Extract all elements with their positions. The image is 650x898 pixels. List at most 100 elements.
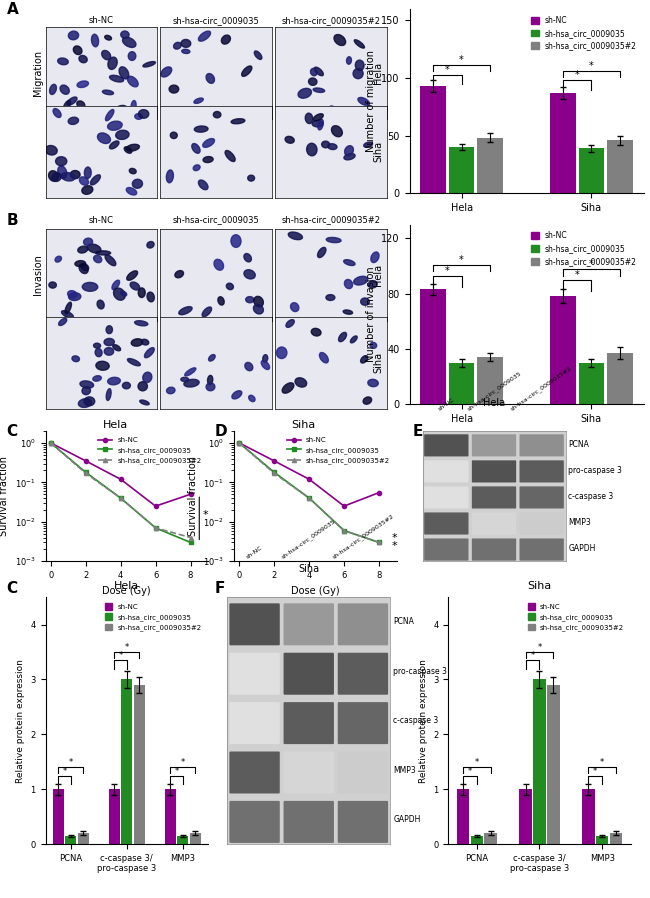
Ellipse shape — [182, 49, 190, 54]
Text: MMP3: MMP3 — [568, 517, 591, 527]
Ellipse shape — [194, 126, 208, 132]
Text: *: * — [575, 269, 580, 280]
Text: Siha: Siha — [374, 352, 383, 374]
Ellipse shape — [56, 156, 67, 166]
Ellipse shape — [213, 111, 221, 118]
FancyBboxPatch shape — [229, 752, 280, 794]
Text: pro-caspase 3: pro-caspase 3 — [568, 465, 622, 475]
Ellipse shape — [238, 109, 249, 117]
Ellipse shape — [68, 31, 79, 40]
sh-hsa_circ_0009035 — [187, 537, 194, 548]
Ellipse shape — [65, 303, 72, 313]
Bar — [177, 836, 188, 844]
Ellipse shape — [138, 382, 148, 391]
Text: pro-caspase 3: pro-caspase 3 — [393, 666, 447, 676]
Bar — [578, 363, 604, 404]
Ellipse shape — [174, 42, 181, 49]
Bar — [607, 353, 633, 404]
Ellipse shape — [68, 118, 79, 125]
Ellipse shape — [84, 397, 95, 406]
FancyBboxPatch shape — [338, 801, 388, 843]
FancyBboxPatch shape — [229, 603, 280, 646]
Ellipse shape — [127, 76, 138, 87]
Ellipse shape — [114, 288, 125, 300]
Y-axis label: Number of invasion: Number of invasion — [366, 267, 376, 362]
Ellipse shape — [202, 307, 212, 317]
Ellipse shape — [358, 98, 369, 105]
Text: sh-hsa-circ_0009035#2: sh-hsa-circ_0009035#2 — [331, 513, 395, 560]
Ellipse shape — [49, 171, 58, 181]
Ellipse shape — [371, 252, 379, 262]
Legend: sh-NC, sh-hsa_circ_0009035, sh-hsa_circ_0009035#2: sh-NC, sh-hsa_circ_0009035, sh-hsa_circ_… — [528, 228, 640, 269]
Text: *: * — [593, 767, 597, 776]
Ellipse shape — [147, 242, 154, 248]
Ellipse shape — [46, 145, 57, 155]
sh-NC — [82, 455, 90, 466]
Line: sh-hsa_circ_0009035: sh-hsa_circ_0009035 — [49, 441, 192, 544]
Ellipse shape — [140, 400, 150, 405]
FancyBboxPatch shape — [519, 539, 564, 560]
Ellipse shape — [105, 108, 115, 118]
FancyBboxPatch shape — [472, 513, 516, 534]
sh-NC — [117, 474, 125, 485]
Ellipse shape — [276, 347, 287, 358]
Ellipse shape — [122, 37, 136, 48]
Ellipse shape — [112, 280, 120, 290]
Ellipse shape — [81, 263, 88, 270]
Text: Hela: Hela — [374, 264, 383, 286]
Ellipse shape — [242, 66, 252, 76]
Text: Hela: Hela — [103, 420, 127, 430]
Text: *: * — [62, 767, 67, 776]
Text: *: * — [589, 259, 594, 269]
Ellipse shape — [143, 62, 155, 67]
Text: *: * — [125, 643, 129, 652]
Bar — [420, 86, 446, 193]
Ellipse shape — [108, 377, 120, 385]
Text: Hela: Hela — [374, 62, 383, 84]
Text: *: * — [391, 533, 397, 542]
X-axis label: Dose (Gy): Dose (Gy) — [291, 585, 339, 595]
Ellipse shape — [206, 383, 215, 391]
Bar — [484, 833, 497, 844]
Ellipse shape — [307, 144, 317, 156]
Ellipse shape — [244, 253, 252, 262]
Ellipse shape — [98, 133, 111, 144]
Y-axis label: Survival fraction: Survival fraction — [0, 456, 9, 536]
Ellipse shape — [218, 296, 224, 305]
Text: sh-NC: sh-NC — [89, 216, 114, 224]
Ellipse shape — [193, 165, 200, 171]
Text: Siha: Siha — [374, 141, 383, 163]
Ellipse shape — [245, 363, 253, 371]
Bar — [607, 140, 633, 193]
Ellipse shape — [94, 343, 101, 348]
Ellipse shape — [75, 260, 86, 267]
Ellipse shape — [58, 58, 68, 65]
Y-axis label: Number of migration: Number of migration — [366, 50, 376, 152]
FancyBboxPatch shape — [519, 435, 564, 456]
Ellipse shape — [130, 282, 140, 290]
Bar — [578, 148, 604, 193]
Ellipse shape — [90, 175, 101, 185]
Ellipse shape — [261, 360, 270, 370]
Ellipse shape — [105, 255, 116, 266]
Ellipse shape — [64, 101, 71, 110]
FancyBboxPatch shape — [229, 702, 280, 744]
Bar — [477, 357, 503, 404]
Bar — [65, 836, 76, 844]
Ellipse shape — [128, 52, 136, 60]
Ellipse shape — [77, 81, 88, 87]
Ellipse shape — [181, 377, 188, 382]
Y-axis label: Survival fraction: Survival fraction — [188, 456, 198, 536]
Ellipse shape — [181, 40, 191, 48]
Ellipse shape — [161, 67, 172, 77]
Text: sh-NC: sh-NC — [246, 545, 264, 560]
Ellipse shape — [127, 358, 140, 365]
Ellipse shape — [61, 172, 75, 181]
Legend: sh-NC, sh-hsa_circ_0009035, sh-hsa_circ_0009035#2: sh-NC, sh-hsa_circ_0009035, sh-hsa_circ_… — [528, 13, 640, 54]
Ellipse shape — [138, 110, 149, 119]
Ellipse shape — [295, 378, 307, 387]
Bar — [550, 296, 576, 404]
Ellipse shape — [254, 51, 262, 59]
Text: c-caspase 3: c-caspase 3 — [568, 491, 614, 501]
Ellipse shape — [248, 175, 255, 181]
